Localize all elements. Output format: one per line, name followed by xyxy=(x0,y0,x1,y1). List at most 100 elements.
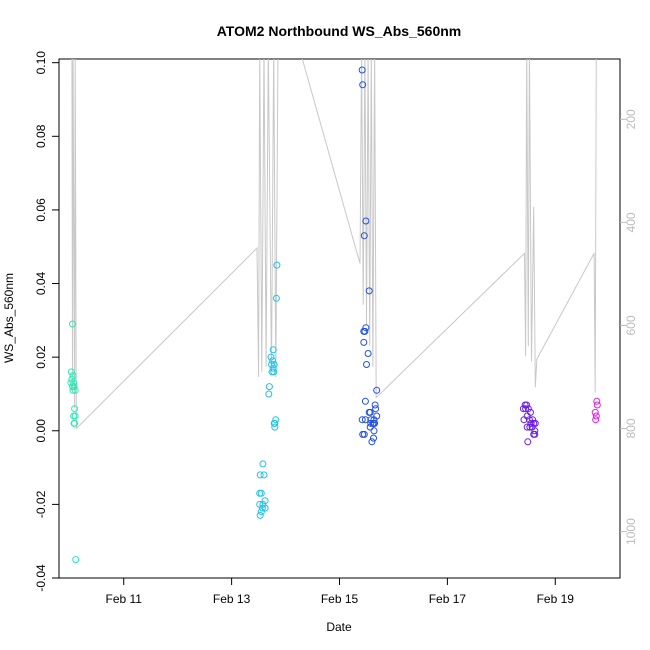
data-point xyxy=(525,416,533,424)
data-point xyxy=(366,408,374,416)
data-point xyxy=(68,375,76,383)
data-point xyxy=(360,338,368,346)
data-point xyxy=(519,405,527,413)
y-tick-label: -0.02 xyxy=(34,490,48,518)
data-point xyxy=(258,504,266,512)
data-point xyxy=(270,361,278,368)
y-tick-label: 0.08 xyxy=(34,124,48,148)
data-point xyxy=(359,81,367,89)
data-point xyxy=(272,294,280,302)
data-points xyxy=(67,66,601,564)
data-point xyxy=(71,412,79,420)
data-point xyxy=(69,386,77,394)
y-axis-label: WS_Abs_560nm xyxy=(2,273,16,363)
data-point xyxy=(270,368,278,376)
data-point xyxy=(67,368,75,376)
data-point xyxy=(269,346,277,354)
y-tick-label: 0.04 xyxy=(34,271,48,295)
data-point xyxy=(272,416,280,424)
secondary-series-line xyxy=(71,59,597,430)
data-point xyxy=(360,232,368,240)
data-point xyxy=(265,383,273,391)
right-tick-label: 200 xyxy=(624,109,638,129)
data-point xyxy=(592,412,600,420)
data-point xyxy=(371,401,379,409)
secondary-y-axis: 200 400 600 800 1000 xyxy=(620,109,638,545)
x-tick-label: Feb 13 xyxy=(213,592,251,606)
data-point xyxy=(366,423,374,431)
data-point xyxy=(592,416,600,424)
data-point xyxy=(591,408,599,416)
data-point xyxy=(365,287,373,295)
data-point xyxy=(269,364,277,372)
y-tick-label: -0.04 xyxy=(34,564,48,592)
x-tick-label: Feb 15 xyxy=(321,592,359,606)
data-point xyxy=(527,419,535,427)
data-point xyxy=(526,423,534,431)
data-point xyxy=(593,397,601,405)
data-point xyxy=(358,66,366,74)
data-point xyxy=(531,430,539,438)
data-point xyxy=(268,361,275,368)
data-point xyxy=(362,217,370,225)
data-point xyxy=(361,327,369,335)
data-point xyxy=(257,489,265,497)
right-tick-label: 1000 xyxy=(624,518,638,545)
data-point xyxy=(362,324,370,332)
data-point xyxy=(267,353,275,361)
x-axis-label: Date xyxy=(326,620,352,634)
data-point xyxy=(531,427,539,435)
data-point xyxy=(524,438,532,446)
data-point xyxy=(72,556,80,564)
data-point xyxy=(259,500,267,508)
right-tick-label: 400 xyxy=(624,212,638,232)
data-point xyxy=(371,419,379,427)
data-point xyxy=(361,416,369,424)
y-tick-label: 0.10 xyxy=(34,51,48,75)
data-point xyxy=(257,508,265,516)
y-tick-label: 0.06 xyxy=(34,198,48,222)
x-tick-label: Feb 17 xyxy=(429,592,467,606)
data-point xyxy=(520,416,528,424)
y-axis: -0.04 -0.02 0.00 0.02 0.04 0.06 0.08 0.10 xyxy=(34,51,59,592)
data-point xyxy=(372,405,380,413)
data-point xyxy=(271,423,279,431)
data-point xyxy=(368,438,376,446)
data-point xyxy=(523,423,531,431)
y-tick-label: 0.00 xyxy=(34,419,48,443)
data-point xyxy=(363,361,370,368)
data-point xyxy=(260,471,268,479)
data-point xyxy=(265,390,273,398)
x-tick-label: Feb 11 xyxy=(105,592,142,606)
y-tick-label: 0.02 xyxy=(34,345,48,369)
plot-frame xyxy=(58,58,621,579)
data-point xyxy=(522,405,530,413)
right-tick-label: 600 xyxy=(624,315,638,335)
data-point xyxy=(69,320,76,328)
right-tick-label: 800 xyxy=(624,418,638,438)
data-point xyxy=(259,460,267,468)
data-point xyxy=(370,427,378,435)
data-point xyxy=(261,497,269,505)
x-tick-label: Feb 19 xyxy=(537,592,575,606)
data-point xyxy=(373,386,381,394)
x-axis: Feb 11 Feb 13 Feb 15 Feb 17 Feb 19 xyxy=(105,578,574,606)
data-point xyxy=(269,357,277,365)
data-point xyxy=(69,372,77,380)
data-point xyxy=(271,419,279,427)
data-point xyxy=(360,430,368,438)
data-point xyxy=(358,416,366,424)
data-point xyxy=(71,386,79,394)
data-point xyxy=(361,397,369,405)
secondary-line xyxy=(71,59,597,430)
data-point xyxy=(367,419,375,427)
data-point xyxy=(70,379,78,387)
chart-title: ATOM2 Northbound WS_Abs_560nm xyxy=(217,23,462,39)
data-point xyxy=(370,434,377,442)
data-point xyxy=(256,511,264,519)
data-point xyxy=(593,401,601,409)
data-point xyxy=(364,350,372,357)
data-point xyxy=(261,504,269,512)
